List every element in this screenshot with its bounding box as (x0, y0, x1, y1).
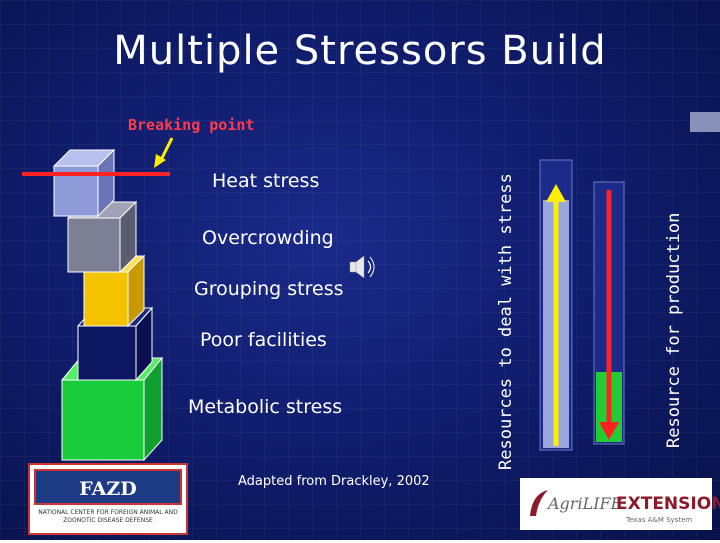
agrilife-swoosh-icon (530, 490, 548, 516)
label-overcrowding: Overcrowding (202, 227, 334, 249)
fazd-logo: FAZD CENTER NATIONAL CENTER FOR FOREIGN … (28, 463, 188, 536)
credit-text: Adapted from Drackley, 2002 (238, 474, 430, 489)
corner-decoration (690, 112, 720, 132)
agrilife-logo-name: AgriLIFE (548, 494, 623, 513)
fazd-logo-subtitle: NATIONAL CENTER FOR FOREIGN ANIMAL AND Z… (38, 509, 178, 524)
production-resources-bar (593, 181, 625, 445)
stress-resources-bar (539, 159, 573, 451)
agrilife-logo-ext: EXTENSION (616, 494, 720, 514)
label-metabolic-stress: Metabolic stress (188, 396, 343, 418)
label-heat-stress: Heat stress (212, 170, 320, 192)
agrilife-logo: AgriLIFE EXTENSION Texas A&M System (520, 478, 720, 530)
fazd-logo-name: FAZD CENTER (34, 469, 182, 536)
label-resources-stress: Resources to deal with stress (496, 173, 516, 470)
agrilife-logo-tagline: Texas A&M System (626, 516, 693, 524)
label-poor-facilities: Poor facilities (200, 329, 327, 351)
label-grouping-stress: Grouping stress (194, 278, 344, 300)
breaking-point-label: Breaking point (128, 116, 255, 134)
label-resources-production: Resource for production (664, 212, 684, 448)
breaking-point-arrow-icon (154, 137, 174, 168)
block-heat-stress (52, 148, 116, 218)
slide-title: Multiple Stressors Build (113, 28, 607, 74)
speaker-icon[interactable] (349, 255, 375, 279)
